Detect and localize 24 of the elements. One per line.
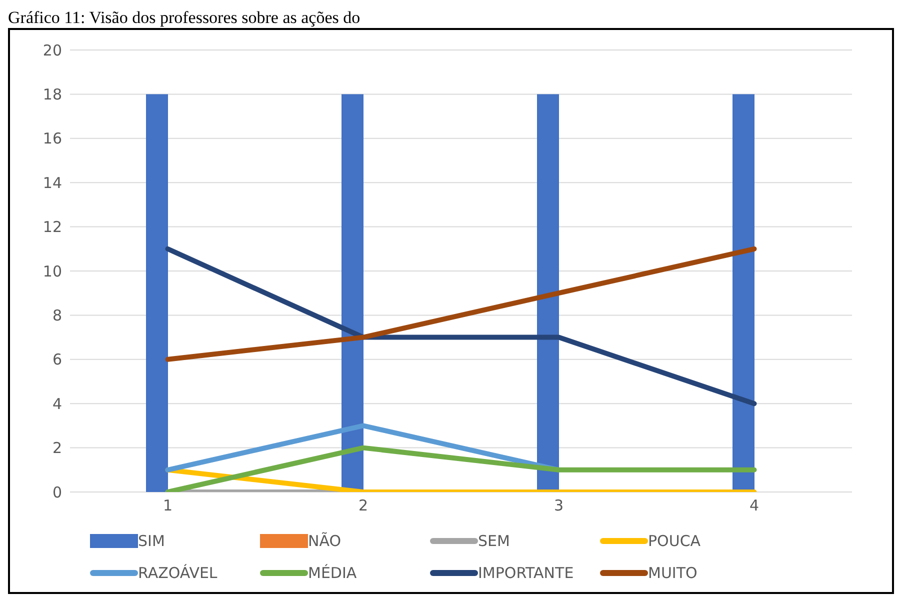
legend-label: NÃO	[308, 532, 342, 550]
legend-label: POUCA	[648, 532, 701, 550]
chart-title: Gráfico 11: Visão dos professores sobre as ações do	[8, 8, 362, 28]
legend-label: MÉDIA	[308, 564, 357, 582]
legend-label: MUITO	[648, 564, 698, 582]
x-tick-label: 1	[162, 496, 173, 515]
legend-label: SIM	[138, 532, 165, 550]
x-tick-label: 2	[358, 496, 368, 515]
y-tick-label: 16	[42, 130, 62, 148]
y-tick-label: 0	[52, 483, 62, 502]
x-tick-label: 4	[749, 496, 760, 515]
y-tick-label: 12	[42, 218, 62, 236]
legend-label: RAZOÁVEL	[138, 564, 218, 582]
y-tick-label: 10	[42, 262, 62, 280]
x-tick-label: 3	[554, 496, 564, 515]
y-tick-label: 14	[42, 174, 62, 192]
legend-label: IMPORTANTE	[478, 564, 574, 582]
legend-label: SEM	[478, 532, 510, 550]
y-tick-label: 18	[42, 86, 62, 104]
y-tick-label: 6	[52, 350, 62, 369]
y-tick-label: 2	[52, 439, 62, 458]
y-tick-label: 8	[52, 306, 62, 325]
y-tick-label: 4	[52, 394, 62, 413]
y-tick-label: 20	[42, 41, 62, 60]
